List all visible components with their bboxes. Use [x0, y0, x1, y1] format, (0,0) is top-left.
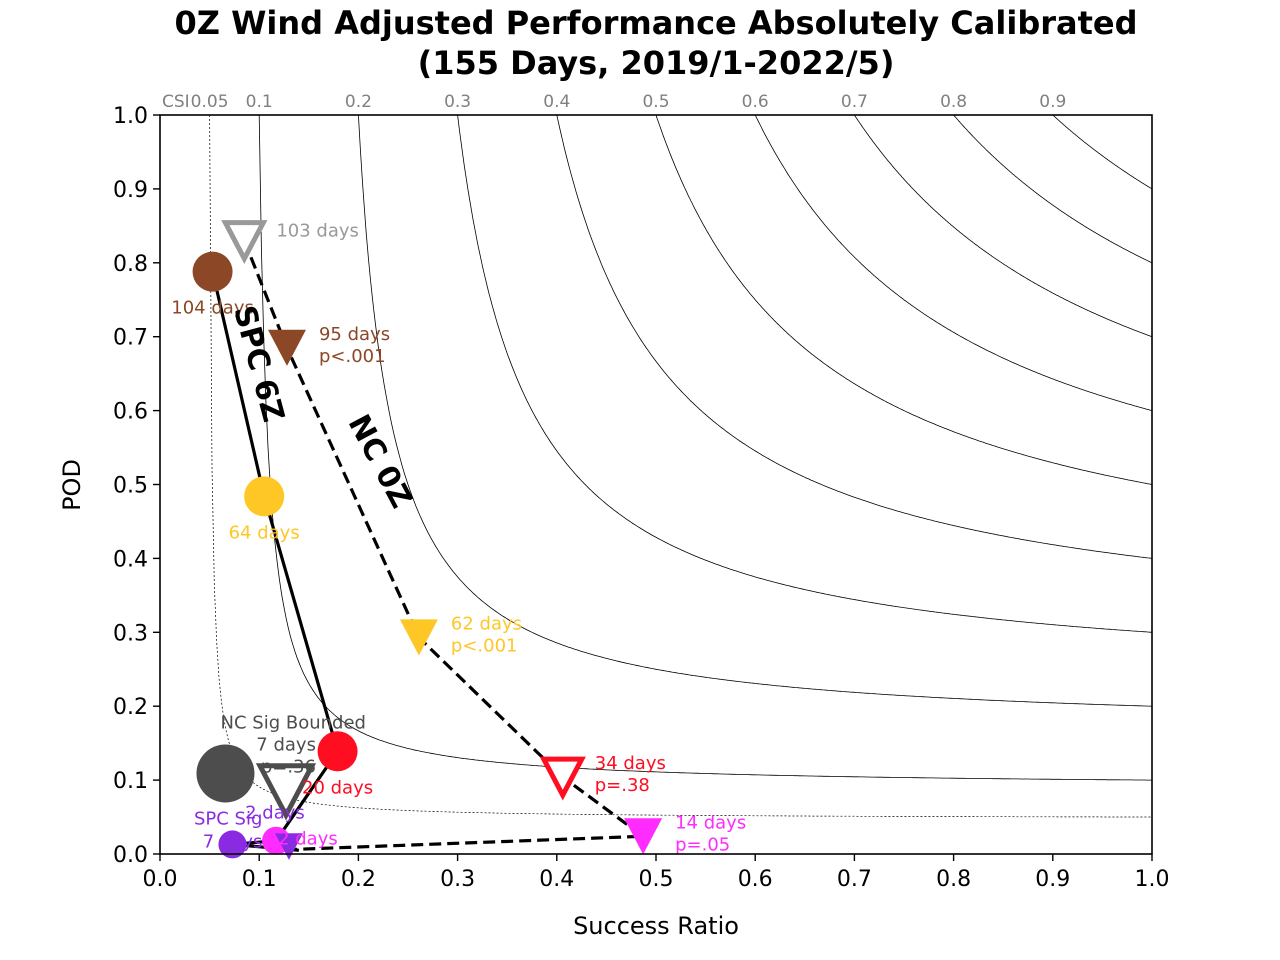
- y-tick-label: 0.7: [113, 326, 148, 351]
- point-annotation: 103 days: [276, 221, 359, 242]
- point-annotation: 14 days: [675, 812, 746, 833]
- point-annotation: 2 days: [278, 829, 338, 850]
- x-tick-label: 0.4: [539, 867, 574, 892]
- csi-label: 0.8: [940, 92, 967, 112]
- series-markers: [192, 220, 663, 860]
- x-tick-label: 0.3: [440, 867, 475, 892]
- x-axis-label: Success Ratio: [573, 912, 739, 940]
- point-annotation: p<.001: [319, 346, 386, 367]
- csi-contour: [358, 115, 1152, 707]
- csi-contour: [953, 115, 1152, 264]
- csi-label: 0.2: [345, 92, 372, 112]
- point-annotation: p=.36: [261, 756, 316, 777]
- point-annotation: 104 days: [171, 298, 254, 319]
- point-annotation: 7 days: [256, 734, 316, 755]
- point-annotation: 62 days: [451, 613, 522, 634]
- point-annotation: p=.05: [675, 834, 730, 855]
- y-tick-label: 0.5: [113, 474, 148, 499]
- point-annotation: 95 days: [319, 324, 390, 345]
- x-tick-label: 0.1: [242, 867, 277, 892]
- triangle-marker: [624, 818, 663, 855]
- x-tick-label: 0.0: [143, 867, 178, 892]
- csi-contour: [655, 115, 1152, 485]
- point-annotation: 7 days: [203, 831, 263, 852]
- csi-contour: [556, 115, 1152, 559]
- x-tick-label: 0.2: [341, 867, 376, 892]
- csi-labels: CSI 0.05 0.1 0.2 0.3 0.4 0.5 0.6 0.7 0.8 0.9: [162, 92, 1066, 112]
- triangle-marker: [267, 329, 306, 366]
- x-tick-label: 0.9: [1035, 867, 1070, 892]
- csi-label: 0.7: [841, 92, 868, 112]
- point-annotation: p<.001: [451, 635, 518, 656]
- circle-marker: [244, 476, 285, 517]
- y-axis-ticks: 0.0 0.1 0.2 0.3 0.4 0.5 0.6 0.7 0.8 0.9 1.0: [113, 104, 160, 868]
- y-axis-label: POD: [58, 459, 86, 511]
- csi-label: 0.9: [1039, 92, 1066, 112]
- x-tick-label: 0.6: [738, 867, 773, 892]
- triangle-marker: [274, 833, 303, 860]
- csi-label: 0.3: [444, 92, 471, 112]
- csi-label: 0.4: [543, 92, 570, 112]
- x-tick-label: 1.0: [1135, 867, 1170, 892]
- triangle-marker: [399, 619, 438, 656]
- y-tick-label: 1.0: [113, 104, 148, 129]
- circle-marker: [218, 830, 247, 859]
- point-annotation: p=.38: [595, 775, 650, 796]
- x-tick-label: 0.7: [837, 867, 872, 892]
- point-annotation: NC Sig Bounded: [221, 712, 366, 733]
- csi-contour: [258, 115, 1152, 781]
- x-tick-label: 0.8: [936, 867, 971, 892]
- csi-contour: [854, 115, 1152, 338]
- series-label-spc-6z: SPC 6Z: [226, 302, 291, 426]
- triangle-marker: [539, 756, 586, 801]
- circle-marker: [317, 731, 358, 772]
- y-tick-label: 0.4: [113, 547, 148, 572]
- chart-title-line-1: 0Z Wind Adjusted Performance Absolutely …: [175, 4, 1138, 42]
- y-tick-label: 0.0: [113, 843, 148, 868]
- point-annotation: 64 days: [229, 522, 300, 543]
- triangle-marker: [255, 763, 317, 821]
- chart-title-line-2: (155 Days, 2019/1-2022/5): [418, 44, 895, 82]
- circle-marker: [192, 251, 233, 292]
- y-tick-label: 0.2: [113, 695, 148, 720]
- y-tick-label: 0.6: [113, 400, 148, 425]
- csi-contour: [1052, 115, 1152, 190]
- x-axis-ticks: 0.0 0.1 0.2 0.3 0.4 0.5 0.6 0.7 0.8 0.9 1.0: [143, 854, 1170, 892]
- point-annotation: 34 days: [595, 753, 666, 774]
- y-tick-label: 0.1: [113, 769, 148, 794]
- point-annotation: 20 days: [302, 777, 373, 798]
- csi-prefix: CSI: [162, 92, 190, 112]
- y-tick-label: 0.9: [113, 178, 148, 203]
- csi-contour: [457, 115, 1152, 633]
- csi-label: 0.05: [191, 92, 229, 112]
- circle-marker: [196, 744, 255, 803]
- csi-label: 0.5: [642, 92, 669, 112]
- csi-label: 0.1: [246, 92, 273, 112]
- x-tick-label: 0.5: [639, 867, 674, 892]
- point-annotation: 2 days: [245, 803, 305, 824]
- triangle-marker: [221, 220, 268, 265]
- series-label-nc-0z: NC 0Z: [341, 409, 419, 514]
- point-annotation: SPC Sig: [194, 808, 262, 829]
- csi-label: 0.6: [742, 92, 769, 112]
- csi-contours: [209, 115, 1152, 818]
- csi-contour: [754, 115, 1152, 411]
- y-tick-label: 0.8: [113, 252, 148, 277]
- csi-contour: [209, 115, 1152, 818]
- y-tick-label: 0.3: [113, 621, 148, 646]
